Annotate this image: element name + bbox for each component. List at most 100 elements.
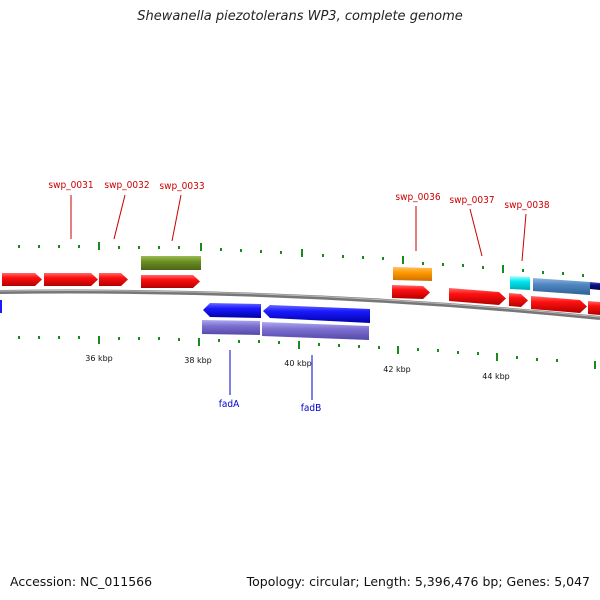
lower-tick [118,337,120,340]
gene-arrow-swp_0036[interactable] [392,285,430,299]
lower-tick [417,348,419,351]
genome-summary-text: Topology: circular; Length: 5,396,476 bp… [246,574,590,589]
kbp-label-42: 42 kbp [383,365,411,374]
gene-arrow-fadA[interactable] [203,303,261,318]
feature-track-lower [202,320,369,340]
genome-backbone [0,289,600,320]
upper-tick [58,245,60,248]
gene-arrow-swp_0038[interactable] [509,293,528,307]
lower-tick [358,345,360,348]
lower-tick-major [98,336,100,344]
lower-tick [18,336,20,339]
upper-tick [482,266,484,269]
gene-arrow-fadB[interactable] [263,305,370,323]
gene-arrow[interactable] [588,301,600,315]
upper-tick [562,272,564,275]
lower-tick-major [397,346,399,354]
lower-tick [338,344,340,347]
lower-tick-major [198,338,200,346]
upper-tick [522,269,524,272]
upper-tick [178,246,180,249]
gene-label-swp_0036[interactable]: swp_0036 [395,192,440,203]
upper-tick [78,245,80,248]
lower-tick [238,340,240,343]
lower-tick [58,336,60,339]
upper-tick [582,274,584,277]
lower-tick-major [594,361,596,369]
reverse-strand-genes [0,300,370,323]
upper-tick [342,255,344,258]
lower-tick [516,356,518,359]
lower-tick [556,359,558,362]
lower-tick [536,358,538,361]
upper-tick [542,271,544,274]
gene-label-swp_0037[interactable]: swp_0037 [449,195,494,206]
lower-tick [158,337,160,340]
upper-tick [158,246,160,249]
lower-tick [477,352,479,355]
upper-tick-row [18,242,584,277]
upper-tick [462,264,464,267]
upper-tick [280,251,282,254]
gene-arrow-swp_0032[interactable] [99,273,128,286]
upper-tick [240,249,242,252]
cyan-feature[interactable] [510,276,530,290]
upper-tick [118,246,120,249]
upper-tick-major [502,265,504,273]
gene-label-swp_0032[interactable]: swp_0032 [104,180,149,191]
gene-arrow-swp_0033[interactable] [141,275,200,288]
upper-tick-major [402,256,404,264]
gene-arrow[interactable] [531,296,587,313]
genome-backbone-highlight [0,290,600,318]
purple-feature-fadB[interactable] [262,322,369,340]
lower-tick [218,339,220,342]
bottom-label-leaders [229,350,313,400]
upper-tick [422,262,424,265]
upper-tick [18,245,20,248]
gene-label-fadA[interactable]: fadA [219,399,240,410]
orange-feature[interactable] [393,267,432,281]
upper-tick-major [200,243,202,251]
lower-tick-major [496,353,498,361]
gene-arrow[interactable] [2,273,42,286]
gene-label-swp_0038[interactable]: swp_0038 [504,200,549,211]
lower-tick-row [18,336,596,369]
lower-tick [457,351,459,354]
top-label-leaders [70,194,527,262]
steelblue-feature[interactable] [533,278,590,295]
gene-arrow[interactable] [0,300,2,313]
lower-tick [138,337,140,340]
lower-tick [178,338,180,341]
lower-tick [78,336,80,339]
leader-line [113,194,126,240]
kbp-label-38: 38 kbp [184,356,212,365]
gene-label-swp_0033[interactable]: swp_0033 [159,181,204,192]
kbp-label-40: 40 kbp [284,359,312,368]
kbp-label-36: 36 kbp [85,354,113,363]
lower-tick [38,336,40,339]
feature-track-upper [141,256,600,295]
leader-line [469,208,483,257]
upper-tick [220,248,222,251]
upper-tick [362,256,364,259]
gene-arrow-swp_0031[interactable] [44,273,98,286]
purple-feature-fadA[interactable] [202,320,260,335]
navy-feature[interactable] [590,282,600,290]
forward-strand-genes [2,273,600,315]
lower-tick [318,343,320,346]
leader-line [521,213,527,262]
gene-arrow-swp_0037[interactable] [449,288,506,305]
lower-tick-major [298,341,300,349]
upper-tick-major [98,242,100,250]
upper-tick [260,250,262,253]
gene-label-swp_0031[interactable]: swp_0031 [48,180,93,191]
upper-tick [442,263,444,266]
genome-title: Shewanella piezotolerans WP3, complete g… [137,9,463,24]
upper-tick [38,245,40,248]
upper-tick [322,254,324,257]
upper-tick [138,246,140,249]
gene-label-fadB[interactable]: fadB [301,403,322,414]
olive-feature[interactable] [141,256,201,270]
kbp-label-44: 44 kbp [482,372,510,381]
